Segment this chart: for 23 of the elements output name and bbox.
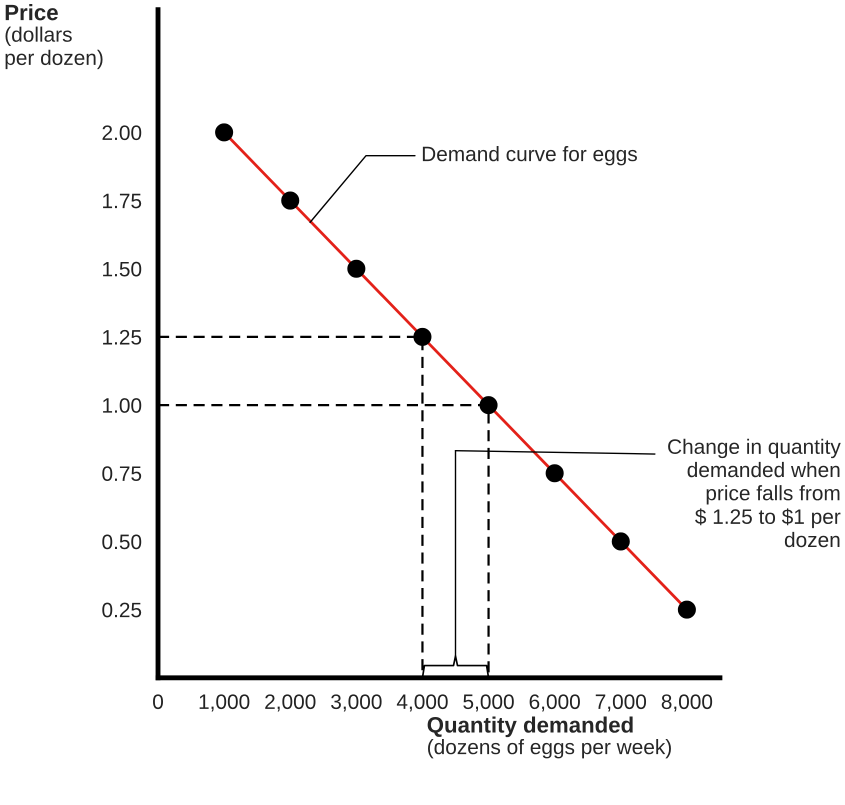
y-tick-label: 0.25 [102, 602, 142, 618]
x-tick-label: 6,000 [530, 694, 580, 712]
y-tick-label: 1.25 [103, 330, 142, 345]
y-tick-label: 1.75 [103, 194, 142, 208]
x-tick-label: 5,000 [463, 694, 514, 712]
annotation: Change in quantity demanded when price falls from $ 1.25 to $1 per dozen [668, 438, 841, 548]
y-axis-title: Price (dollars per dozen) [6, 4, 103, 70]
x-tick-label: 2,000 [265, 694, 316, 712]
point [413, 328, 432, 346]
y-tick-label: 1.00 [103, 398, 142, 413]
x-tick-label: 0 [153, 694, 163, 710]
y-tick-label: 2.00 [102, 125, 142, 140]
x-tick-label: 4,000 [396, 694, 448, 712]
x-tick-label: 1,000 [200, 694, 250, 712]
x-tick-label: 7,000 [596, 694, 646, 712]
y-tick-label: 1.50 [103, 262, 142, 276]
x-axis-title: Quantity demanded (dozens of eggs per week) [428, 716, 671, 758]
annotation: Demand curve for eggs [422, 146, 637, 166]
x-tick-label: 8,000 [662, 694, 712, 712]
y-tick-label: 0.75 [102, 466, 142, 482]
y-tick-label: 0.50 [102, 534, 142, 550]
x-tick-label: 3,000 [331, 694, 382, 712]
point [480, 396, 498, 414]
